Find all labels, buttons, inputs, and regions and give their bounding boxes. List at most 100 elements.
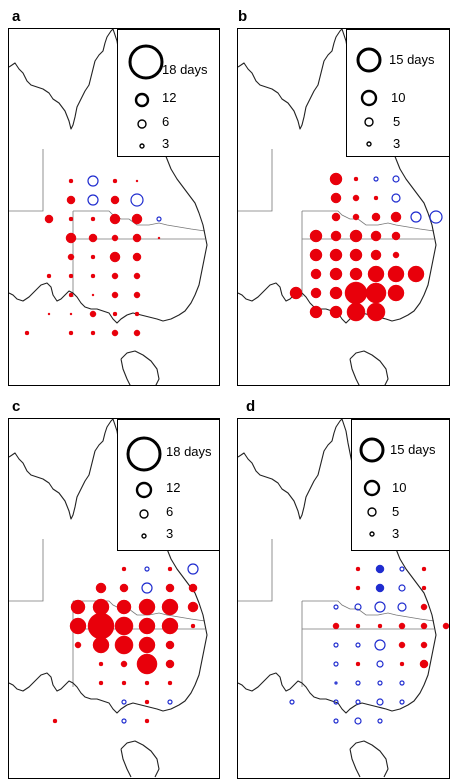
data-circle-b-33 [344, 281, 368, 305]
data-circle-d-17 [420, 622, 428, 630]
data-circle-b-26 [349, 267, 363, 281]
data-circle-c-20 [190, 623, 196, 629]
data-circle-a-17 [132, 233, 142, 243]
data-circle-b-27 [367, 265, 385, 283]
data-circle-b-15 [330, 230, 342, 242]
data-circle-c-27 [120, 660, 128, 668]
legend-circle-d-1 [363, 479, 381, 497]
data-circle-c-19 [161, 617, 179, 635]
data-circle-c-28 [136, 653, 158, 675]
data-circle-b-32 [329, 286, 343, 300]
panel-letter-d: d [246, 398, 256, 415]
data-circle-a-2 [112, 178, 118, 184]
data-circle-a-20 [90, 254, 96, 260]
data-circle-a-29 [91, 293, 95, 297]
legend-d: 15 days 10 5 3 [351, 419, 449, 551]
legend-circle-b-3 [366, 141, 372, 147]
data-circle-d-5 [375, 583, 385, 593]
data-circle-a-39 [90, 330, 96, 336]
data-circle-b-23 [392, 251, 400, 259]
data-circle-c-18 [138, 617, 156, 635]
data-circle-a-23 [46, 273, 52, 279]
data-circle-b-34 [365, 282, 387, 304]
data-circle-c-33 [167, 680, 173, 686]
panel-letter-c: c [12, 398, 21, 415]
data-circle-d-21 [374, 639, 386, 651]
data-circle-b-18 [391, 231, 401, 241]
data-circle-b-36 [309, 305, 323, 319]
data-circle-c-22 [92, 636, 110, 654]
data-circle-b-17 [370, 230, 382, 242]
data-circle-b-16 [349, 229, 363, 243]
data-circle-b-19 [309, 248, 323, 262]
legend-circle-b-2 [364, 117, 374, 127]
data-circle-c-34 [121, 699, 127, 705]
data-circle-a-16 [111, 234, 119, 242]
data-circle-c-31 [121, 680, 127, 686]
data-circle-b-13 [429, 210, 443, 224]
data-circle-a-27 [133, 272, 141, 280]
data-circle-b-39 [366, 302, 386, 322]
tasmania-coastline [349, 350, 389, 385]
data-circle-d-35 [355, 699, 361, 705]
data-circle-a-41 [133, 329, 141, 337]
data-circle-d-10 [374, 601, 386, 613]
data-circle-d-40 [377, 718, 383, 724]
data-circle-c-4 [95, 582, 107, 594]
legend-label-c-0: 18 days [166, 444, 212, 459]
data-circle-c-10 [92, 598, 110, 616]
data-circle-d-38 [333, 718, 339, 724]
data-circle-d-23 [420, 641, 428, 649]
legend-b: 15 days 10 5 3 [346, 29, 449, 157]
data-circle-d-24 [333, 661, 339, 667]
state-border-lines [238, 539, 435, 687]
data-circle-a-21 [109, 251, 121, 263]
legend-label-d-3: 3 [392, 526, 400, 541]
data-circle-c-23 [114, 635, 134, 655]
data-circle-d-25 [355, 661, 361, 667]
legend-circle-d-0 [359, 437, 385, 463]
data-circle-d-27 [399, 661, 405, 667]
data-circle-a-19 [67, 253, 75, 261]
data-circle-c-5 [119, 583, 129, 593]
data-circle-b-9 [352, 213, 360, 221]
legend-circles-c [126, 436, 162, 539]
data-circle-b-24 [310, 268, 322, 280]
data-circle-d-12 [420, 603, 428, 611]
legend-circle-c-1 [135, 481, 153, 499]
data-circle-b-29 [407, 265, 425, 283]
data-circle-c-13 [161, 598, 179, 616]
data-circle-c-24 [138, 636, 156, 654]
data-circle-c-11 [116, 599, 132, 615]
data-circle-d-6 [398, 584, 406, 592]
map-panel-c: 18 days 12 6 3 [8, 418, 220, 779]
data-circle-d-26 [376, 660, 384, 668]
legend-label-a-0: 18 days [162, 62, 208, 77]
data-circle-d-4 [355, 585, 361, 591]
legend-label-c-3: 3 [166, 526, 174, 541]
data-circle-c-16 [87, 612, 115, 640]
legend-label-c-1: 12 [166, 480, 181, 495]
data-circle-c-37 [52, 718, 58, 724]
data-circle-a-3 [135, 179, 139, 183]
legend-label-a-2: 6 [162, 114, 170, 129]
data-circle-b-8 [331, 212, 341, 222]
data-circle-a-4 [66, 195, 76, 205]
map-svg-c [9, 419, 208, 778]
legend-circles-d [359, 437, 385, 537]
map-svg-a [9, 29, 208, 385]
legend-label-d-1: 10 [392, 480, 407, 495]
data-circle-a-32 [47, 312, 51, 316]
legend-circle-c-0 [126, 436, 162, 472]
data-circle-a-18 [157, 236, 161, 240]
data-circle-b-3 [392, 175, 400, 183]
data-circle-d-30 [355, 680, 361, 686]
legend-label-b-2: 5 [393, 114, 401, 129]
data-circle-b-38 [346, 302, 366, 322]
data-circle-d-32 [399, 680, 405, 686]
legend-circle-c-2 [139, 509, 149, 519]
legend-label-d-2: 5 [392, 504, 400, 519]
data-circle-c-25 [165, 640, 175, 650]
state-border-lines [238, 149, 435, 297]
legend-circles-b [356, 47, 382, 147]
